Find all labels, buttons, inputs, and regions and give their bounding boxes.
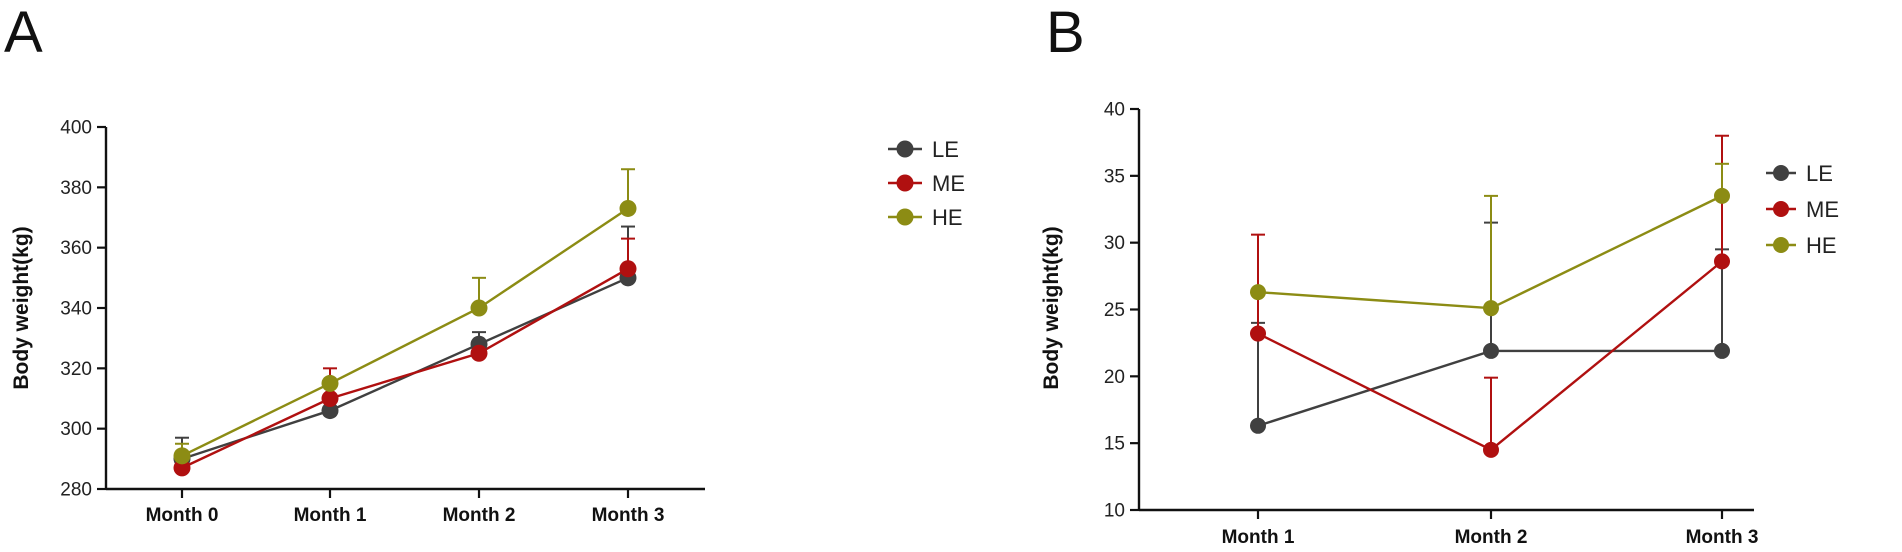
series-he bbox=[1257, 162, 1729, 310]
legend-label: LE bbox=[1806, 161, 1833, 186]
x-tick-label: Month 3 bbox=[592, 505, 665, 526]
y-tick-label: 40 bbox=[1104, 100, 1125, 121]
x-tick-label: Month 3 bbox=[1686, 527, 1759, 548]
y-tick-label: 10 bbox=[1104, 501, 1125, 522]
y-tick-label: 15 bbox=[1104, 434, 1125, 455]
panel-a: A Body weight(kg) 280300320340360380400 … bbox=[4, 0, 965, 526]
series-line bbox=[181, 207, 629, 457]
y-tick-label: 400 bbox=[60, 118, 92, 139]
legend-swatch-marker bbox=[896, 140, 914, 158]
data-point-he bbox=[1483, 300, 1499, 317]
x-tick-label: Month 1 bbox=[1222, 527, 1295, 548]
y-tick-label: 360 bbox=[60, 238, 92, 259]
y-tick-label: 380 bbox=[60, 178, 92, 199]
x-tick-label: Month 1 bbox=[294, 505, 367, 526]
data-point-he bbox=[470, 299, 488, 317]
x-tick-label: Month 2 bbox=[443, 505, 516, 526]
panel-b-y-axis-title: Body weight(kg) bbox=[1040, 226, 1063, 389]
y-tick-label: 20 bbox=[1104, 367, 1125, 388]
legend-swatch-marker bbox=[896, 208, 914, 226]
legend-swatch-marker bbox=[1773, 165, 1789, 181]
legend-swatch-marker bbox=[1773, 237, 1789, 253]
data-point-me bbox=[321, 390, 339, 407]
data-point-le bbox=[321, 402, 339, 420]
series-he bbox=[175, 168, 635, 457]
y-tick-label: 320 bbox=[60, 359, 92, 380]
data-point-he bbox=[619, 199, 637, 217]
legend: LE ME HE bbox=[888, 137, 965, 230]
legend-swatch-marker bbox=[1773, 201, 1789, 217]
data-point-me bbox=[1250, 325, 1266, 342]
legend-swatch-marker bbox=[896, 174, 914, 192]
y-tick-label: 280 bbox=[60, 480, 92, 501]
data-point-he bbox=[173, 447, 191, 465]
data-point-he bbox=[1714, 187, 1730, 204]
series-line bbox=[181, 276, 629, 460]
series-le bbox=[175, 225, 635, 460]
y-tick-label: 30 bbox=[1104, 233, 1125, 254]
panel-a-letter: A bbox=[4, 0, 43, 65]
data-point-he bbox=[1250, 284, 1266, 301]
y-tick-label: 35 bbox=[1104, 166, 1125, 187]
data-point-me bbox=[1483, 441, 1499, 458]
legend-label: HE bbox=[1806, 233, 1837, 258]
series-me bbox=[181, 237, 635, 469]
panel-b: B Body weight(kg) 10 15 20 25 30 35 40 Month 1… bbox=[1040, 0, 1839, 548]
data-point-le bbox=[1483, 342, 1499, 359]
data-point-me bbox=[1714, 253, 1730, 270]
data-point-le bbox=[1250, 417, 1266, 434]
legend-label: HE bbox=[932, 205, 963, 230]
data-point-me bbox=[619, 260, 637, 278]
panel-b-letter: B bbox=[1046, 0, 1085, 65]
x-tick-label: Month 2 bbox=[1455, 527, 1528, 548]
legend: LE ME HE bbox=[1766, 161, 1839, 258]
panel-a-y-axis-title: Body weight(kg) bbox=[10, 226, 33, 389]
data-point-he bbox=[321, 374, 339, 392]
data-point-me bbox=[470, 344, 488, 362]
y-tick-label: 340 bbox=[60, 299, 92, 320]
legend-label: LE bbox=[932, 137, 959, 162]
legend-label: ME bbox=[932, 171, 965, 196]
x-tick-label: Month 0 bbox=[146, 505, 219, 526]
y-tick-label: 25 bbox=[1104, 300, 1125, 321]
legend-label: ME bbox=[1806, 197, 1839, 222]
data-point-me bbox=[173, 459, 191, 477]
y-tick-label: 300 bbox=[60, 419, 92, 440]
series-line bbox=[181, 267, 629, 469]
data-point-le bbox=[1714, 342, 1730, 359]
